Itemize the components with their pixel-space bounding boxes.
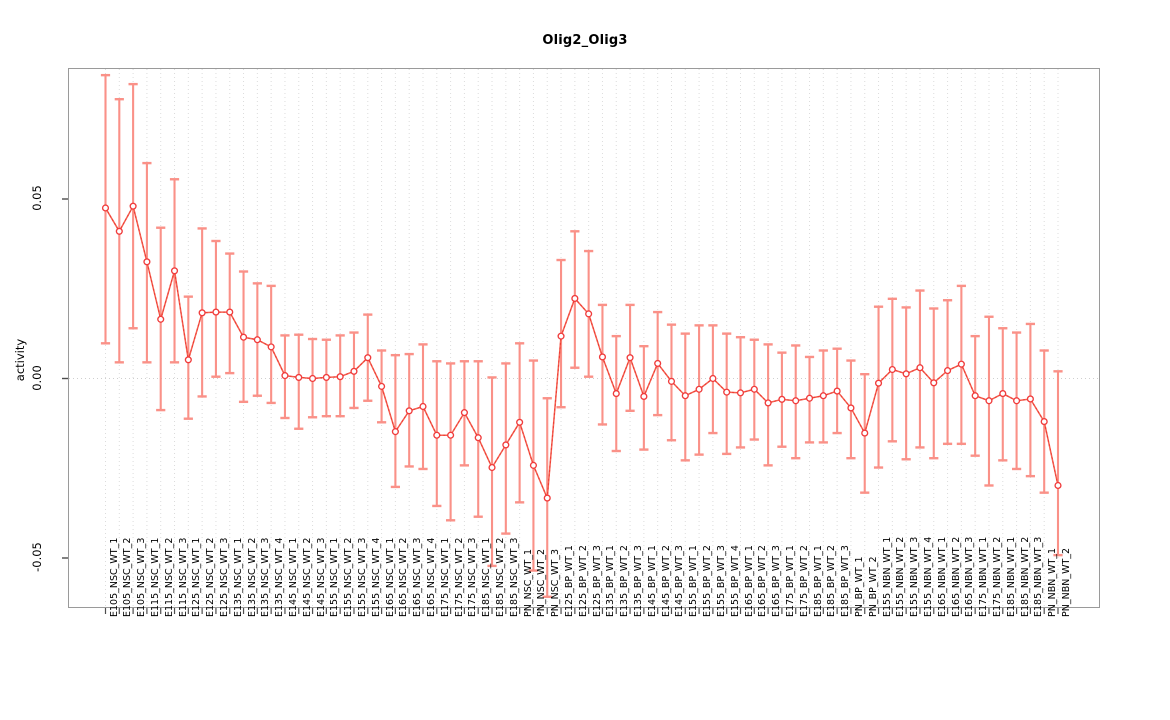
x-axis-tick-label: E135_NSC_WT_4	[274, 537, 286, 617]
x-axis-tick-label: E165_NSC_WT_4	[426, 537, 437, 617]
x-axis-tick-label: E165_BP_WT_3	[771, 545, 783, 617]
x-axis-tick-label: E185_NSC_WT_1	[481, 537, 493, 617]
x-axis-tick-label: E185_BP_WT_2	[826, 545, 838, 617]
x-axis-tick-label: E175_NSC_WT_2	[453, 537, 465, 617]
x-axis-tick-label: E185_NBN_WT_2	[1019, 536, 1031, 617]
x-axis-tick-label: E155_NBN_WT_4	[922, 536, 934, 617]
x-axis-tick-label: E175_NBN_WT_2	[991, 536, 1003, 617]
plot-area	[68, 68, 1100, 608]
x-axis-tick-label: PN_NSC_WT_2	[536, 548, 548, 617]
x-axis-tick-label: E175_NBN_WT_1	[978, 536, 990, 617]
x-axis-tick-label: E105_NSC_WT_3	[136, 537, 148, 617]
x-axis-tick-label: E155_NSC_WT_1	[329, 537, 341, 617]
x-axis-tick-label: E165_BP_WT_1	[743, 545, 755, 617]
x-axis-tick-label: E145_BP_WT_3	[674, 545, 686, 617]
x-axis-tick-label: E155_BP_WT_1	[688, 545, 700, 617]
x-axis-tick-label: PN_BP_WT_2	[867, 556, 879, 617]
x-axis-tick-label: E125_NSC_WT_2	[205, 537, 217, 617]
x-axis-tick-label: E135_BP_WT_1	[605, 545, 617, 617]
x-axis-tick-label: PN_NBN_WT_1	[1047, 547, 1059, 617]
y-axis-tick-label: -0.05	[29, 542, 44, 572]
x-axis-tick-label: E185_BP_WT_3	[840, 545, 852, 617]
y-axis-tick-label: 0.00	[29, 364, 44, 391]
x-axis-tick-label: PN_NBN_WT_2	[1061, 547, 1072, 617]
x-axis-tick-label: E165_NSC_WT_3	[412, 537, 424, 617]
x-axis-tick-label: PN_BP_WT_1	[853, 556, 865, 617]
x-axis-tick-label: E145_NSC_WT_1	[287, 537, 299, 617]
page-title: Olig2_Olig3	[542, 33, 628, 48]
x-axis-tick-label: PN_NSC_WT_1	[522, 548, 534, 617]
x-axis-tick-label: E175_NSC_WT_1	[439, 537, 451, 617]
x-axis-tick-label: E155_NBN_WT_1	[881, 536, 893, 617]
x-axis-tick-label: E185_NBN_WT_1	[1005, 536, 1017, 617]
x-axis-tick-label: E135_BP_WT_2	[619, 545, 631, 617]
x-axis-tick-label: E165_NBN_WT_2	[950, 536, 962, 617]
x-axis-tick-label: E145_NSC_WT_2	[301, 537, 313, 617]
x-axis-tick-label: E165_BP_WT_2	[757, 545, 769, 617]
x-axis-tick-label: E155_NSC_WT_2	[343, 537, 355, 617]
x-axis-tick-label: E175_BP_WT_2	[798, 545, 810, 617]
x-axis-tick-label: E105_NSC_WT_2	[122, 537, 134, 617]
x-axis-tick-label: E155_BP_WT_4	[729, 545, 741, 617]
x-axis-tick-label: E145_BP_WT_1	[646, 545, 658, 617]
x-axis-tick-label: E185_NSC_WT_3	[508, 537, 520, 617]
x-axis-tick-label: E165_NBN_WT_1	[936, 536, 948, 617]
x-axis-tick-label: E135_NSC_WT_3	[260, 537, 272, 617]
x-axis-tick-label: E155_NSC_WT_4	[370, 537, 382, 617]
x-axis-tick-label: E185_NSC_WT_2	[495, 537, 507, 617]
x-axis-tick-label: E155_BP_WT_2	[702, 545, 714, 617]
x-axis-tick-label: E145_NSC_WT_3	[315, 537, 327, 617]
x-axis-tick-label: E135_BP_WT_3	[633, 545, 645, 617]
x-axis-tick-label: E105_NSC_WT_1	[108, 537, 120, 617]
x-axis-tick-label: E125_NSC_WT_3	[218, 537, 230, 617]
x-axis-tick-label: E125_NSC_WT_1	[191, 537, 203, 617]
x-axis-tick-label: E185_NBN_WT_3	[1033, 536, 1045, 617]
x-axis-tick-label: E115_NSC_WT_3	[177, 537, 189, 617]
x-axis-tick-label: E135_NSC_WT_2	[246, 537, 258, 617]
x-axis-tick-label: E115_NSC_WT_2	[163, 537, 175, 617]
x-axis-tick-label: E155_NBN_WT_2	[895, 536, 907, 617]
x-axis-tick-label: E175_BP_WT_1	[784, 545, 796, 617]
x-axis-tick-label: E135_NSC_WT_1	[232, 537, 244, 617]
x-axis-tick-label: E125_BP_WT_2	[577, 545, 589, 617]
x-axis-tick-label: E155_NBN_WT_3	[909, 536, 921, 617]
x-axis-tick-label: PN_NSC_WT_3	[550, 548, 562, 617]
x-axis-tick-label: E165_NBN_WT_3	[964, 536, 976, 617]
y-axis-tick-label: 0.05	[29, 185, 44, 211]
x-axis-tick-label: E145_BP_WT_2	[660, 545, 672, 617]
x-axis-tick-label: E125_BP_WT_3	[591, 545, 603, 617]
x-axis-tick-label: E185_BP_WT_1	[812, 545, 824, 617]
x-axis-tick-label: E165_NSC_WT_1	[384, 537, 396, 617]
x-axis-tick-label: E155_BP_WT_3	[715, 545, 727, 617]
y-axis-label: activity	[8, 0, 32, 720]
x-axis-tick-label: E115_NSC_WT_1	[149, 537, 161, 617]
x-axis-tick-label: E165_NSC_WT_2	[398, 537, 410, 617]
x-axis-tick-label: E125_BP_WT_1	[564, 545, 576, 617]
x-axis-tick-label: E155_NSC_WT_3	[356, 537, 368, 617]
x-axis-tick-label: E175_NSC_WT_3	[467, 537, 479, 617]
